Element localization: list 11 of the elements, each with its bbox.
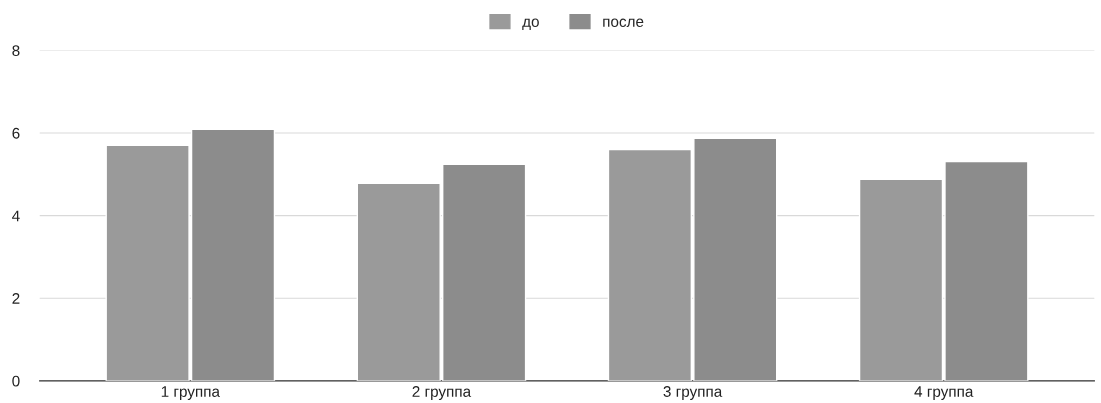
- x-tick-label: 1 группа: [161, 386, 220, 400]
- x-tick-label: 2 группа: [412, 386, 472, 400]
- y-tick-label: 4: [12, 210, 20, 222]
- legend-label: после: [603, 18, 644, 27]
- y-tick-label: 0: [12, 375, 20, 387]
- x-tick-label: 4 группа: [914, 386, 974, 400]
- y-tick-label: 2: [12, 293, 20, 304]
- x-tick-label: 3 группа: [663, 386, 723, 400]
- y-tick-label: 8: [12, 45, 20, 57]
- y-tick-label: 6: [12, 127, 20, 139]
- legend-label: до: [522, 18, 539, 30]
